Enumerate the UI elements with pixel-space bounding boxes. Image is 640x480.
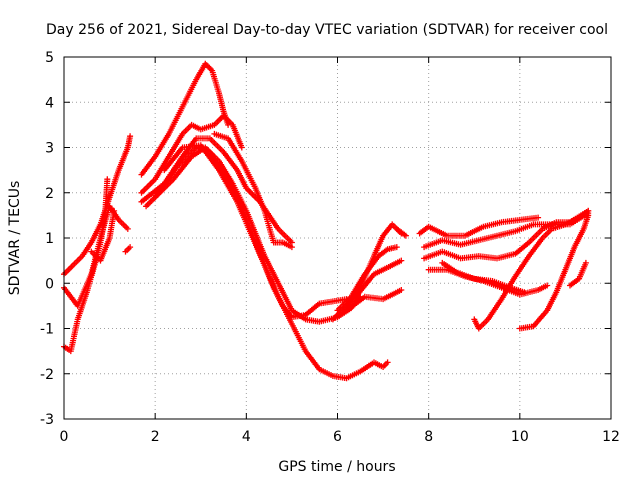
data-points [211,130,295,251]
data-points [334,257,405,318]
chart-title: Day 256 of 2021, Sidereal Day-to-day VTE… [46,22,608,38]
y-tick-label: 4 [45,95,54,111]
y-tick-label: 0 [45,276,54,292]
data-series-track-7 [138,112,245,196]
y-tick-label: 2 [45,186,54,202]
data-points [138,112,245,196]
x-tick-label: 2 [151,429,160,445]
x-axis-label: GPS time / hours [278,459,395,475]
data-points [138,60,232,178]
x-tick-label: 4 [242,429,251,445]
data-points [161,142,391,382]
data-points [334,244,400,314]
y-tick-label: -1 [40,322,54,338]
data-series-track-17 [393,225,409,239]
grid [64,57,611,419]
data-points [343,287,405,314]
x-tick-label: 6 [333,429,342,445]
y-tick-label: -3 [40,412,54,428]
y-tick-label: 5 [45,50,54,66]
data-series-track-14 [334,244,400,314]
data-series-track-25 [567,259,589,289]
data-series-track-15 [334,257,405,318]
data-points [393,225,409,239]
data-series-track-12 [211,130,295,251]
data-series-track-11 [161,142,391,382]
x-tick-label: 0 [60,429,69,445]
y-tick-label: 1 [45,231,54,247]
x-tick-label: 8 [424,429,433,445]
data-series-track-18 [416,214,542,239]
data-points [88,207,118,264]
y-tick-label: -2 [40,367,54,383]
data-series-track-5 [122,244,134,255]
axis-ticks [63,56,612,420]
data-series-track-23 [471,207,592,332]
data-points [471,207,592,332]
data-series-track-4 [88,207,118,264]
data-points [122,244,134,255]
data-points [416,214,542,239]
x-tick-label: 12 [602,429,620,445]
data-points [516,212,592,332]
data-points [567,259,589,289]
y-axis-label: SDTVAR / TECUs [7,181,23,296]
x-tick-label: 10 [511,429,529,445]
y-tick-label: 3 [45,141,54,157]
data-series-track-16 [343,287,405,314]
data-series-track-24 [516,212,592,332]
data-series-track-6 [138,60,232,178]
